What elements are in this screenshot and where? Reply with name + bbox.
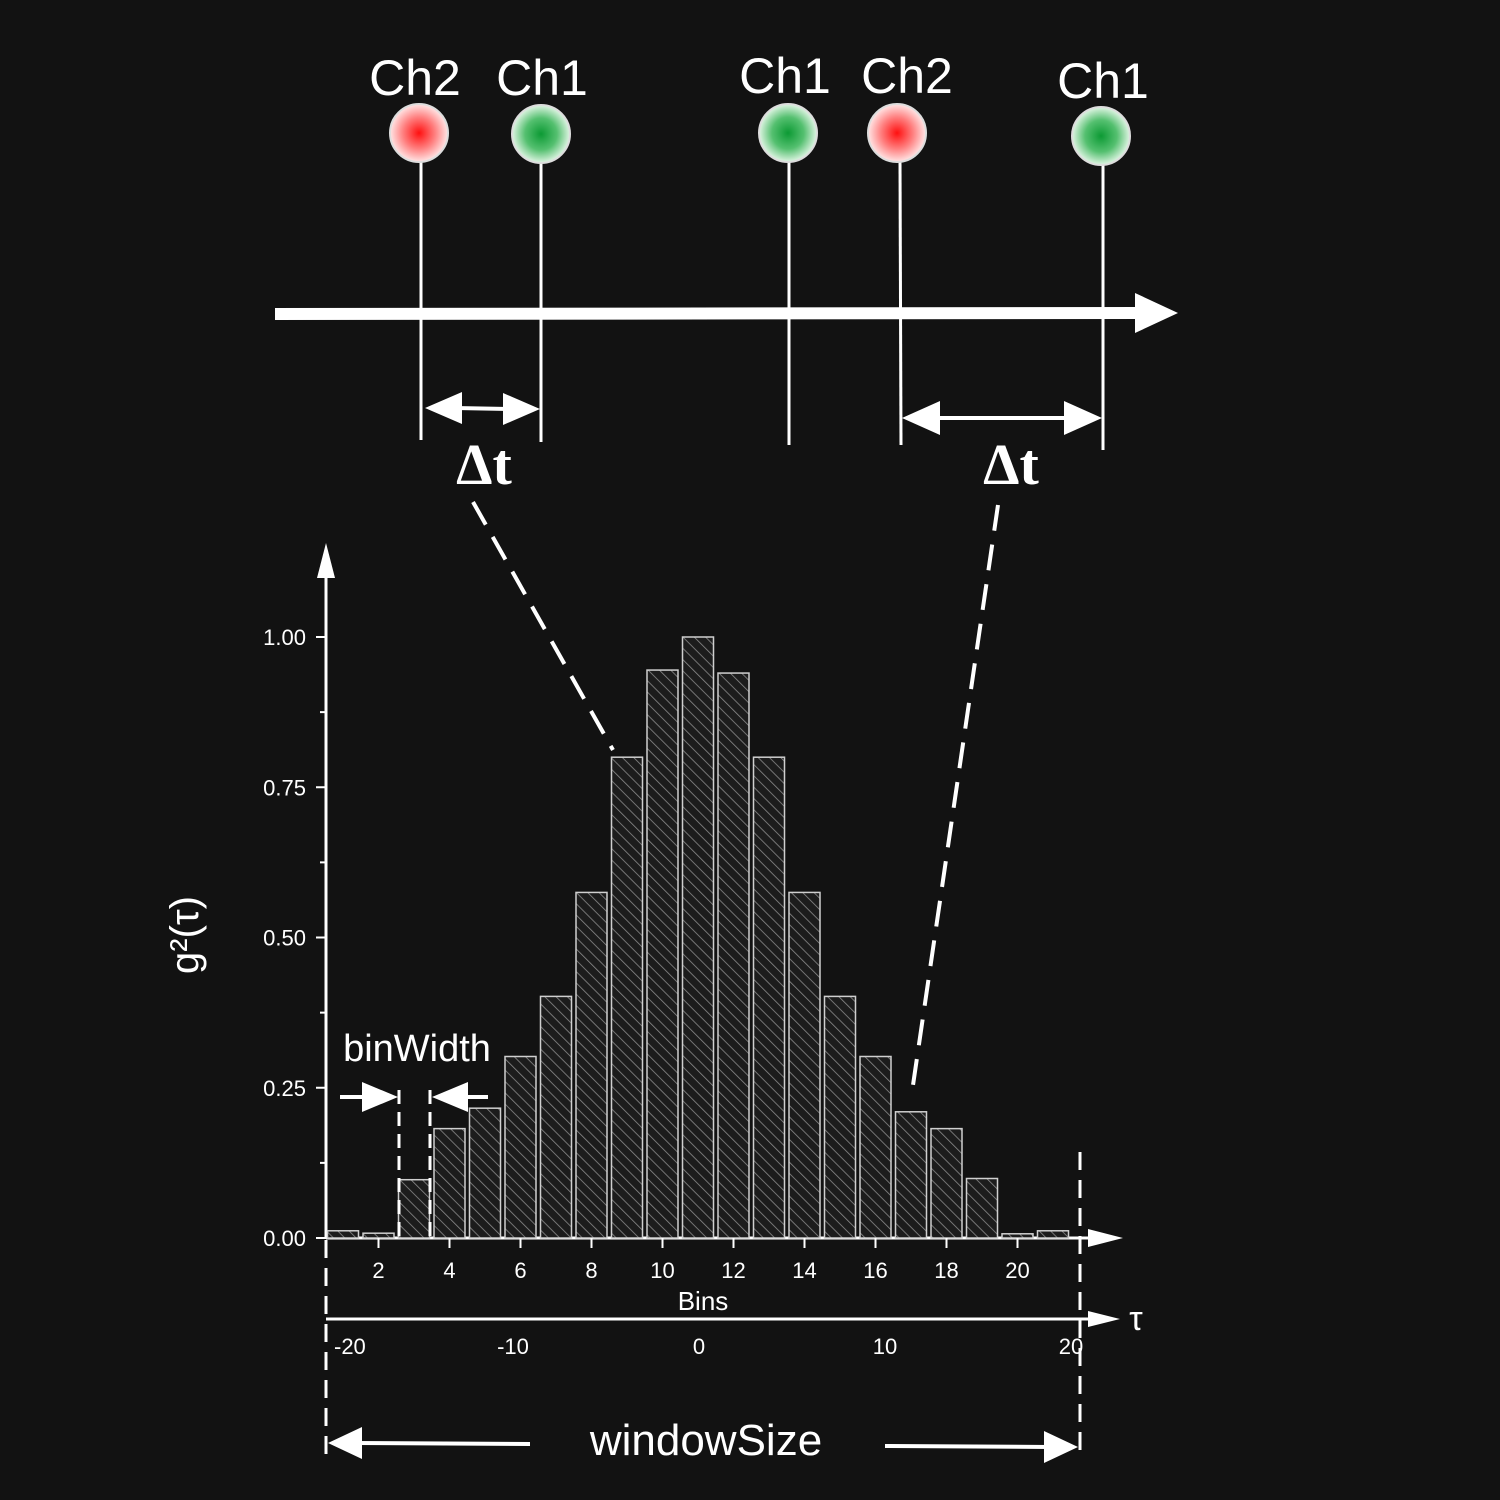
y-tick-label: 0.00 (263, 1226, 306, 1251)
x-tick-label: 8 (585, 1258, 597, 1283)
histogram-bar (362, 1232, 395, 1239)
histogram-bar (1001, 1233, 1034, 1239)
y-axis-arrowhead (317, 543, 335, 578)
photon-event-ch2-a: Ch2 (369, 50, 461, 440)
y-tick-label: 1.00 (263, 625, 306, 650)
histogram-bar (1036, 1230, 1070, 1239)
x-tick-label: 20 (1005, 1258, 1029, 1283)
tau-tick-label: 0 (693, 1334, 705, 1359)
window-size-label: windowSize (589, 1416, 822, 1465)
bin-width-arrowhead-left (362, 1082, 398, 1112)
photon-dot-red (867, 103, 927, 163)
x-tick-label: 2 (372, 1258, 384, 1283)
x-axis-ticks: 2 4 6 8 10 12 14 16 18 20 (372, 1238, 1030, 1283)
histogram-bar (823, 995, 857, 1239)
tau-axis-arrowhead (1088, 1311, 1120, 1327)
bin-width-annotation: binWidth (340, 1028, 491, 1238)
x-tick-label: 10 (650, 1258, 674, 1283)
window-size-shaft-right (884, 1444, 1051, 1449)
delta-t-arrow-1: Δt (425, 392, 540, 497)
bin-width-arrowhead-right (432, 1082, 468, 1112)
histogram-bar (397, 1178, 431, 1239)
channel-label: Ch2 (369, 50, 461, 106)
window-size-arrowhead-left (328, 1427, 362, 1459)
g2-histogram: 0.00 0.25 0.50 0.75 1.00 2 4 6 8 10 12 14 16 18 20 g²… (163, 543, 1143, 1465)
channel-label: Ch1 (1057, 53, 1149, 109)
window-size-annotation: windowSize (328, 1416, 1078, 1465)
histogram-bar (859, 1055, 892, 1239)
tau-tick-label: -20 (334, 1334, 366, 1359)
histogram-bar (788, 891, 821, 1239)
channel-label: Ch1 (496, 50, 588, 106)
window-size-shaft-left (354, 1441, 531, 1446)
delta-t-label: Δt (456, 432, 512, 497)
histogram-bar (468, 1107, 502, 1239)
y-tick-label: 0.50 (263, 926, 306, 951)
y-axis-title: g²(τ) (163, 896, 207, 974)
delta-t-arrowhead-left (902, 401, 940, 435)
tau-tick-label: 10 (873, 1334, 897, 1359)
histogram-bar (681, 636, 715, 1239)
x-tick-label: 12 (721, 1258, 745, 1283)
histogram-bar (717, 672, 750, 1239)
histogram-bar (894, 1111, 928, 1239)
channel-label: Ch2 (861, 48, 953, 104)
photon-event-ch1-a: Ch1 (496, 50, 588, 442)
timeline: Ch2 Ch1 Ch1 Ch2 Ch1 (274, 48, 1178, 1093)
photon-dot-green (758, 103, 818, 163)
delta-t-label: Δt (983, 432, 1039, 497)
delta-t-arrowhead-right (503, 393, 540, 425)
histogram-bar (575, 891, 608, 1239)
bin-width-label: binWidth (343, 1028, 491, 1070)
histogram-bar (752, 756, 786, 1239)
delta-t-shaft (454, 406, 513, 411)
time-axis-line (274, 307, 1141, 320)
x-tick-label: 18 (934, 1258, 958, 1283)
histogram-bar (930, 1127, 963, 1239)
photon-dot-green (511, 104, 571, 164)
photon-dot-red (389, 103, 449, 163)
tau-axis-symbol: τ (1129, 1300, 1143, 1338)
photon-event-ch1-c: Ch1 (1057, 53, 1149, 450)
histogram-bar (646, 669, 679, 1239)
y-tick-label: 0.25 (263, 1076, 306, 1101)
histogram-bar (965, 1177, 999, 1239)
y-axis-ticks: 0.00 0.25 0.50 0.75 1.00 (263, 625, 326, 1251)
tau-axis-ticks: -20 -10 0 10 20 (334, 1334, 1083, 1359)
channel-label: Ch1 (739, 48, 831, 104)
photon-event-ch1-b: Ch1 (739, 48, 831, 445)
x-axis-arrowhead (1088, 1229, 1123, 1247)
histogram-bar (433, 1127, 466, 1239)
delta-t-arrowhead-left (425, 392, 462, 424)
connector-dashed-2 (910, 504, 1000, 1093)
y-tick-label: 0.75 (263, 775, 306, 800)
x-tick-label: 4 (443, 1258, 455, 1283)
photon-event-ch2-b: Ch2 (861, 48, 953, 446)
x-tick-label: 14 (792, 1258, 816, 1283)
x-tick-label: 6 (514, 1258, 526, 1283)
delta-t-arrowhead-right (1064, 401, 1102, 435)
delta-t-arrow-2: Δt (902, 401, 1102, 497)
histogram-bar (504, 1055, 537, 1239)
histogram-bar (326, 1230, 360, 1239)
window-size-arrowhead-right (1044, 1431, 1078, 1463)
histogram-bar (539, 995, 573, 1239)
x-axis-title: Bins (678, 1286, 729, 1316)
tau-tick-label: -10 (497, 1334, 529, 1359)
x-tick-label: 16 (863, 1258, 887, 1283)
histogram-bars (326, 636, 1070, 1239)
connector-dashed-1 (471, 501, 615, 751)
event-stem (898, 159, 903, 446)
histogram-bar (610, 756, 644, 1239)
time-axis-arrowhead (1135, 293, 1178, 333)
photon-dot-green (1071, 106, 1131, 166)
